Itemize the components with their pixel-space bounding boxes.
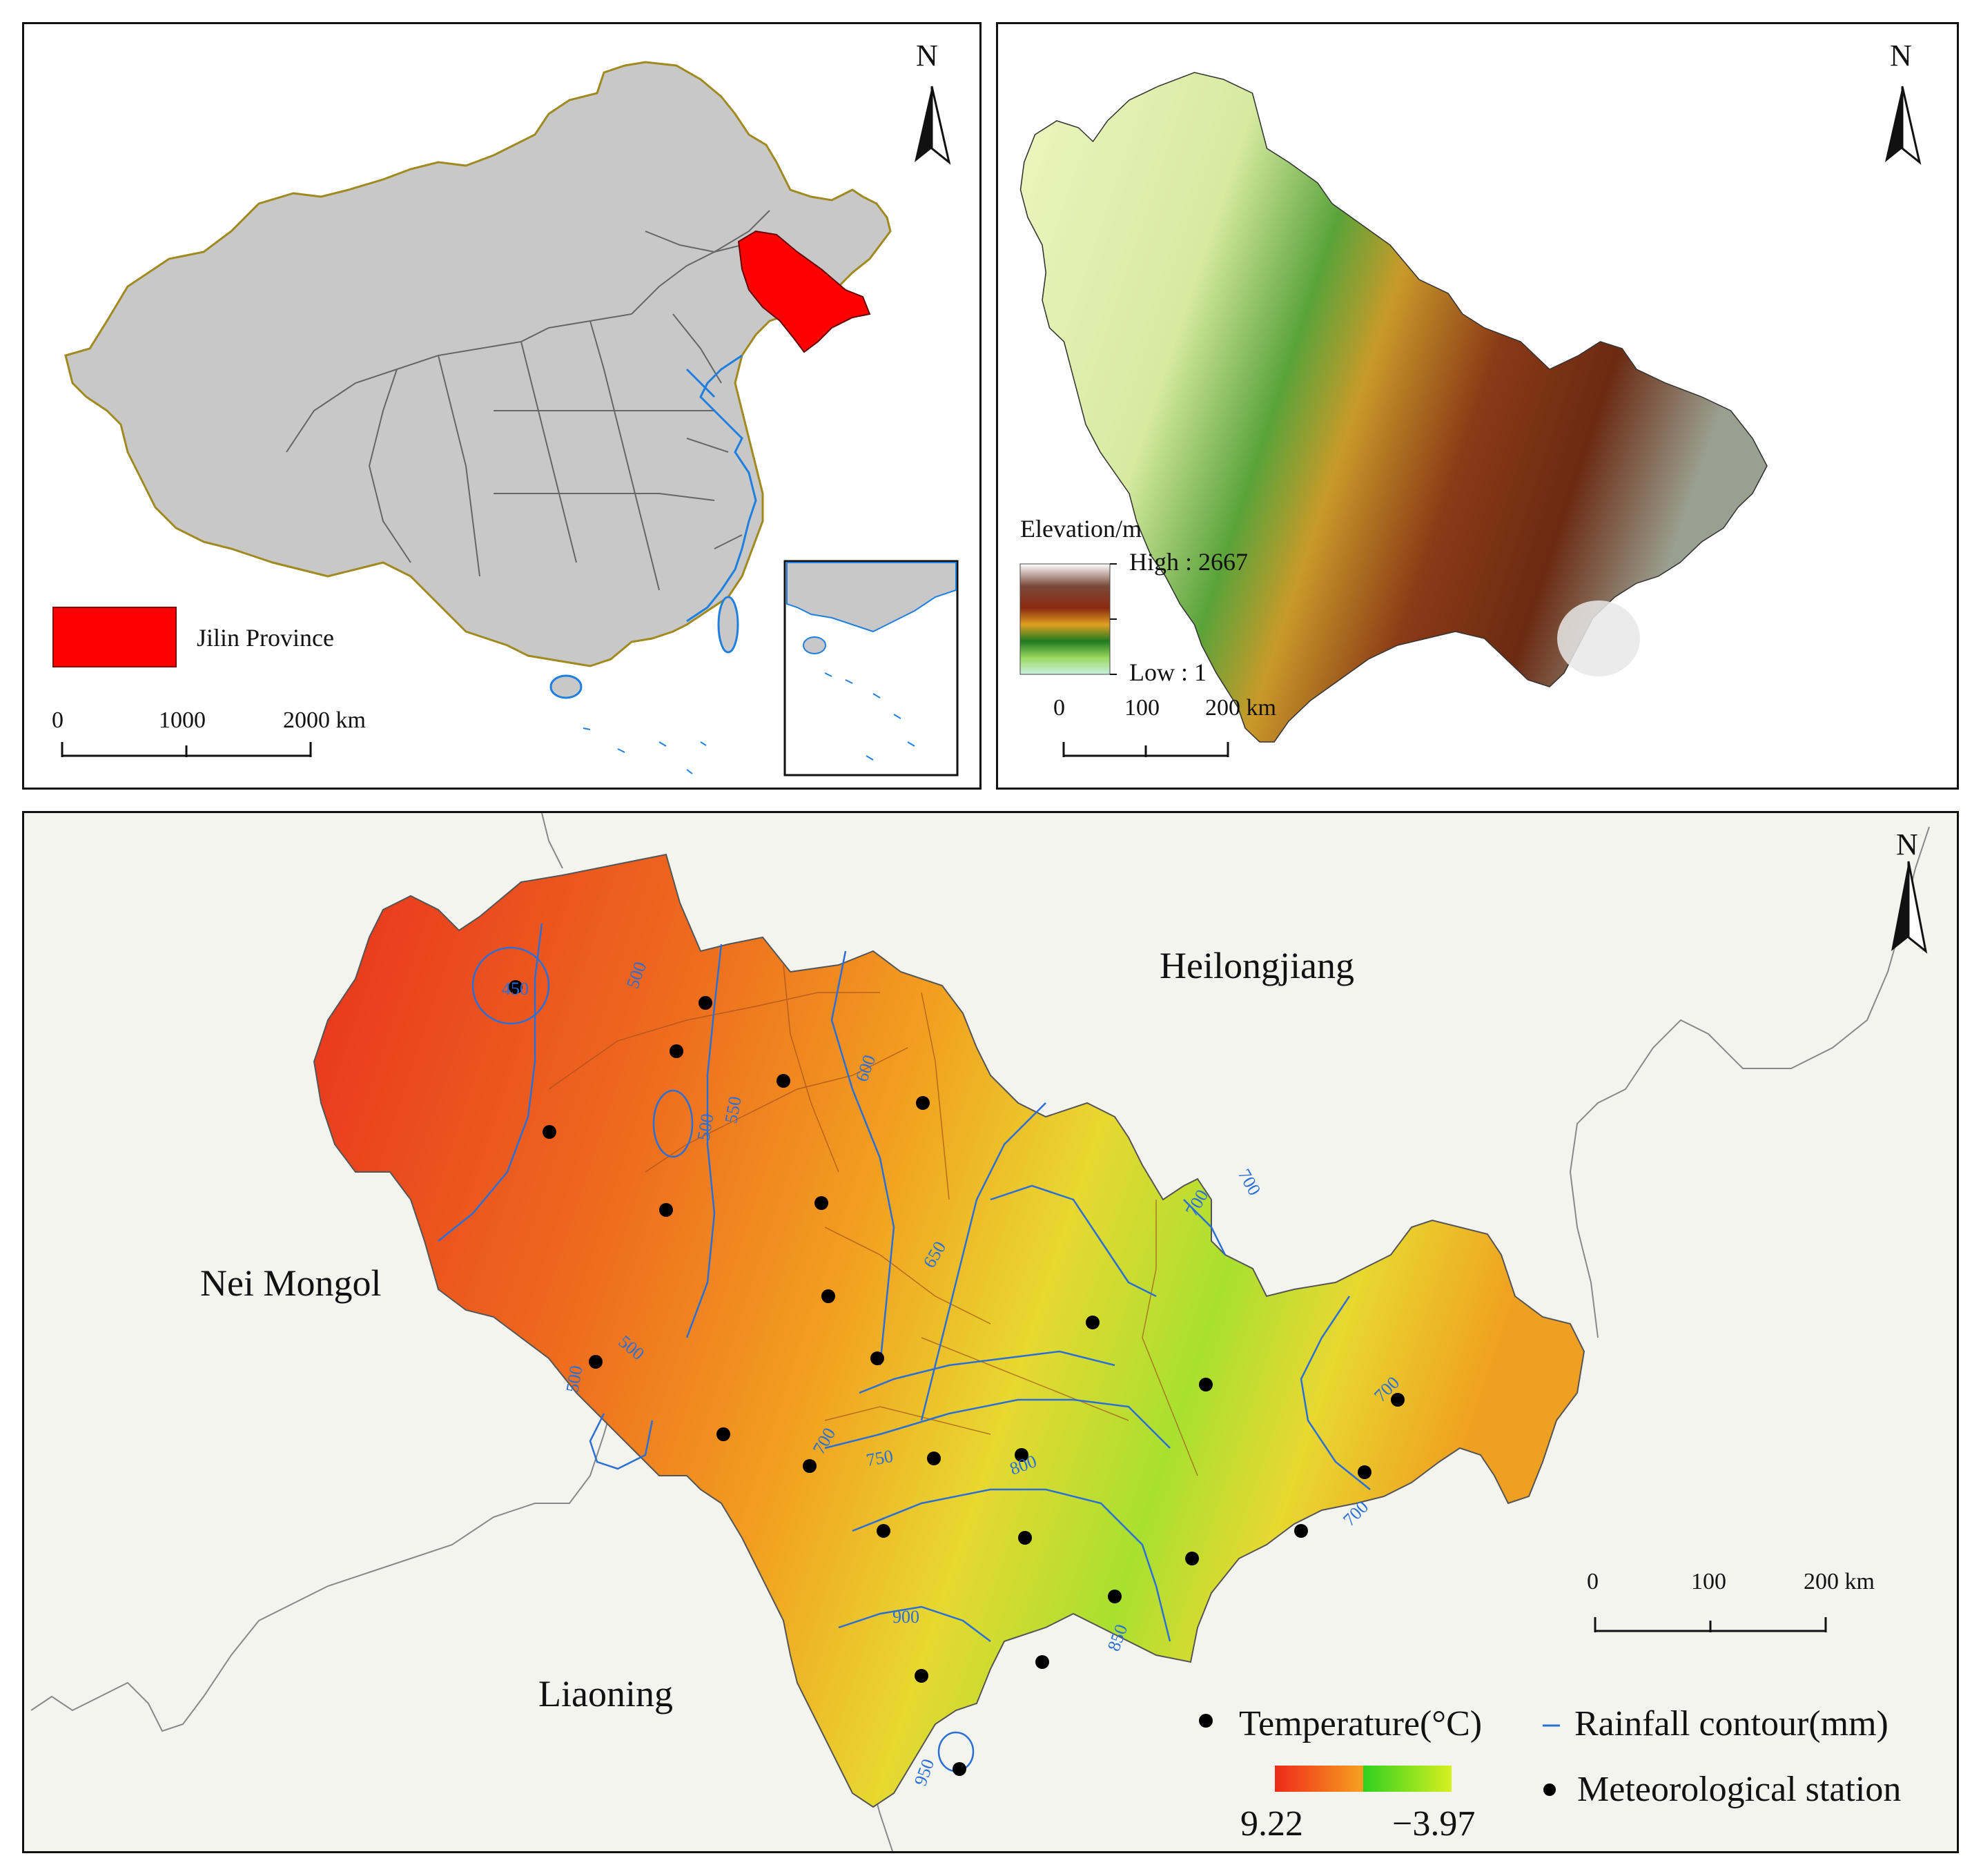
station	[814, 1196, 828, 1210]
rainfall-legend-label: Rainfall contour(mm)	[1574, 1704, 1888, 1743]
station	[1015, 1448, 1028, 1462]
jilin-elevation-shape	[1019, 72, 1768, 743]
china-outline	[64, 61, 892, 667]
scale-label-100: 100	[1124, 695, 1160, 721]
station	[509, 980, 523, 994]
temperature-map-svg	[30, 813, 1930, 1851]
station	[777, 1074, 790, 1088]
region-label-heilongjiang: Heilongjiang	[1160, 945, 1354, 986]
scale-bar	[1594, 1617, 1827, 1632]
contour-800	[824, 1398, 1171, 1449]
north-label: N	[1896, 828, 1918, 861]
contour-450	[471, 946, 550, 1025]
station	[1358, 1465, 1371, 1479]
elevation-low-label: Low : 1	[1129, 658, 1207, 686]
north-label: N	[1890, 39, 1912, 72]
scale-label-0: 0	[52, 707, 64, 733]
station	[1185, 1552, 1199, 1565]
region-label-liaoning: Liaoning	[538, 1673, 673, 1714]
county-boundaries	[548, 964, 1198, 1476]
station	[699, 996, 712, 1010]
province-boundaries	[286, 210, 770, 591]
contour-700-west	[990, 1184, 1157, 1298]
north-arrow-icon	[1891, 861, 1928, 954]
elevation-legend-bar	[1019, 563, 1111, 675]
station	[1199, 1378, 1213, 1391]
contour-700-east	[1300, 1296, 1371, 1490]
station	[803, 1459, 817, 1473]
south-sea-islands	[583, 727, 707, 774]
station	[1199, 1714, 1213, 1728]
elevation-high-label: High : 2667	[1129, 548, 1249, 576]
jilin-legend-swatch	[52, 607, 177, 667]
coastline	[685, 354, 757, 623]
station	[589, 1355, 603, 1369]
scale-bar	[61, 742, 312, 757]
station	[1018, 1531, 1032, 1545]
high-elevation-area	[1557, 600, 1640, 676]
temperature-legend-green	[1363, 1766, 1452, 1792]
station	[1035, 1655, 1049, 1669]
china-location-map: N Jilin Province 0 1000 2000 km	[22, 22, 982, 790]
station	[1108, 1590, 1122, 1603]
scale-label-200: 200 km	[1804, 1569, 1875, 1594]
elevation-map-svg	[1019, 72, 1922, 757]
station	[716, 1427, 730, 1441]
scale-label-0: 0	[1053, 695, 1065, 721]
inset-land	[786, 562, 957, 633]
china-map-svg	[52, 61, 959, 776]
station	[659, 1203, 673, 1217]
contour-850	[852, 1488, 1171, 1642]
hainan-island	[549, 674, 583, 699]
contour-900	[838, 1605, 991, 1642]
scale-label-100: 100	[1691, 1569, 1726, 1594]
station	[916, 1096, 930, 1110]
taiwan-island	[717, 596, 739, 654]
contour-label: 450	[502, 979, 529, 999]
station	[877, 1524, 890, 1538]
contour-750	[859, 1350, 1115, 1394]
contour-500-southwest	[589, 1413, 654, 1470]
north-arrow-icon	[915, 86, 951, 165]
meteorological-stations	[509, 980, 1405, 1776]
elevation-legend-title: Elevation/m	[1020, 515, 1142, 543]
station	[821, 1289, 835, 1303]
scale-bar	[1062, 742, 1229, 757]
scale-label-1000: 1000	[159, 707, 206, 733]
station	[543, 1125, 556, 1139]
temperature-rainfall-map: 450 500 500 500 500 550 600 650 700 700 …	[22, 811, 1959, 1853]
temperature-legend-red	[1275, 1766, 1363, 1792]
contour-700-mid	[1183, 1199, 1227, 1255]
station	[870, 1351, 884, 1365]
station	[915, 1669, 928, 1683]
jilin-legend-label: Jilin Province	[197, 624, 334, 652]
station	[670, 1044, 683, 1058]
north-arrow-icon	[1885, 86, 1922, 165]
temperature-max-label: 9.22	[1240, 1804, 1303, 1844]
station	[927, 1452, 941, 1465]
contour-600	[830, 950, 895, 1366]
station-legend-label: Meteorological station	[1577, 1770, 1902, 1809]
station	[1294, 1524, 1308, 1538]
scale-label-2000: 2000 km	[283, 707, 366, 733]
contour-500-north	[438, 923, 543, 1242]
region-label-nei-mongol: Nei Mongol	[200, 1262, 382, 1304]
jilin-temperature-shape	[313, 853, 1585, 1808]
scale-label-0: 0	[1587, 1569, 1599, 1594]
elevation-map: N Elevation/m High : 2667 Low : 1 0 100 …	[996, 22, 1959, 790]
scale-label-200: 200 km	[1205, 695, 1276, 721]
north-label: N	[916, 39, 938, 72]
contour-650	[920, 1102, 1046, 1421]
rainfall-contours	[438, 923, 1371, 1772]
jilin-province-highlight	[737, 230, 871, 353]
contour-label: 900	[892, 1607, 919, 1627]
station	[1391, 1393, 1405, 1407]
station	[1086, 1316, 1100, 1329]
contour-500-inner	[652, 1089, 694, 1158]
temperature-legend-title: Temperature(°C)	[1239, 1704, 1483, 1743]
station-legend-dot	[1543, 1784, 1556, 1796]
contour-550	[685, 944, 723, 1338]
station	[953, 1762, 966, 1776]
temperature-min-label: −3.97	[1392, 1804, 1476, 1844]
